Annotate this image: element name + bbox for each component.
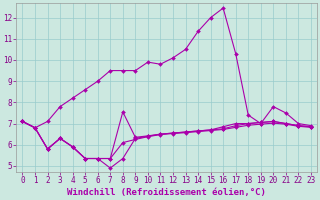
X-axis label: Windchill (Refroidissement éolien,°C): Windchill (Refroidissement éolien,°C) [67,188,266,197]
